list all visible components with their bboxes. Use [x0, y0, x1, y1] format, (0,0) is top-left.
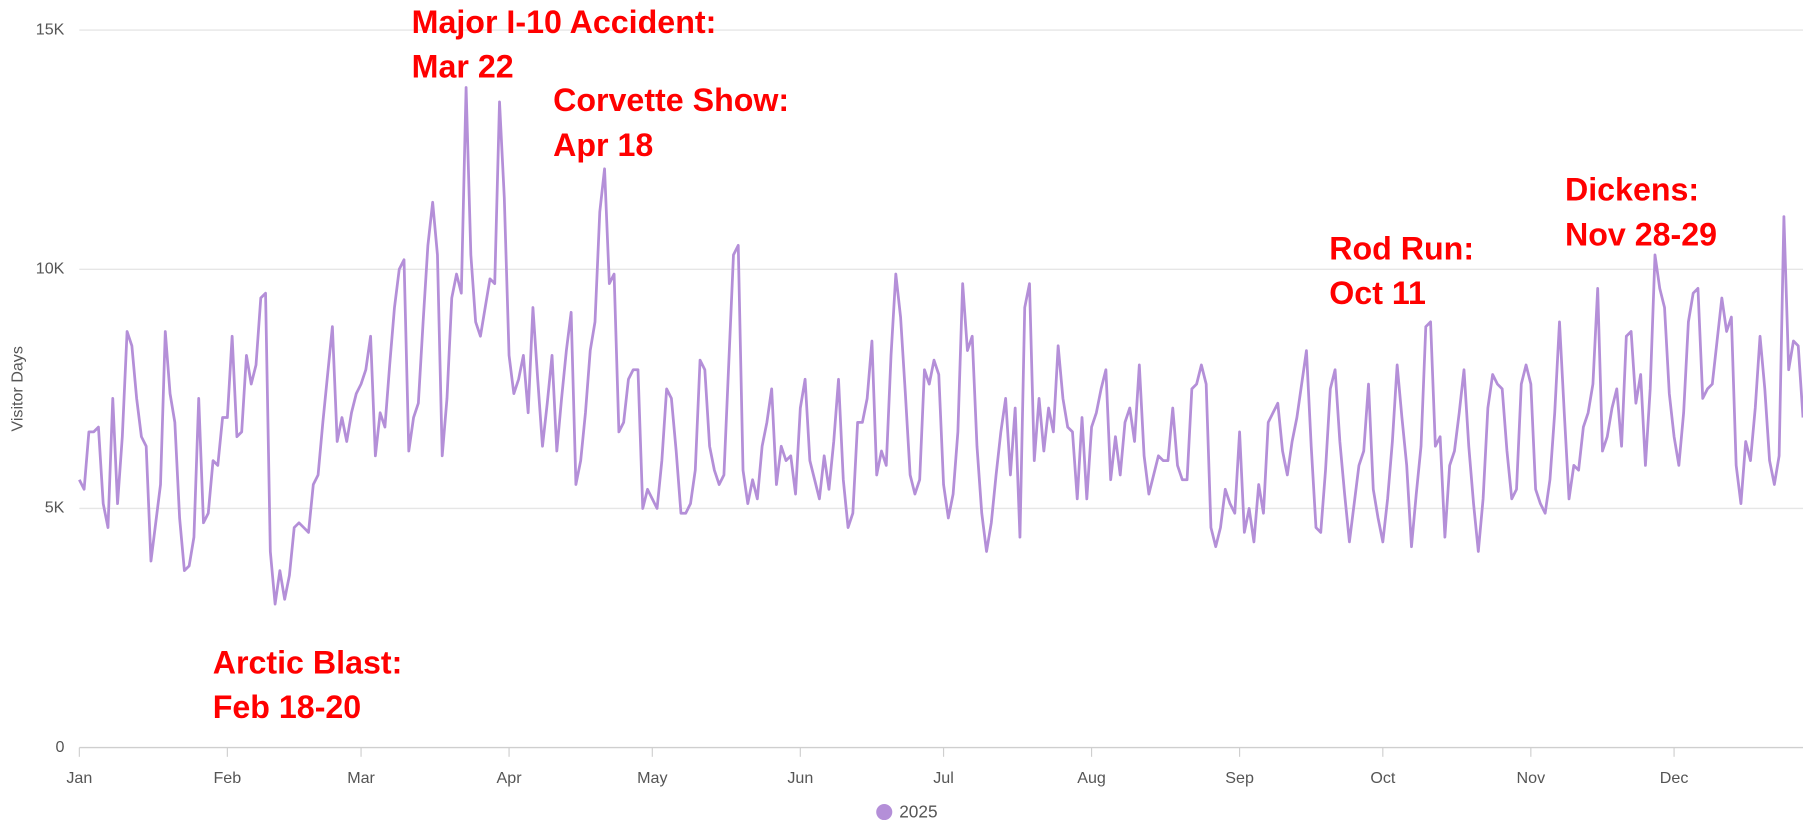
legend-marker [876, 803, 893, 821]
x-tick-label: Jun [787, 769, 813, 787]
annotation: Feb 18-20 [213, 689, 361, 725]
annotation: Arctic Blast: [213, 644, 403, 680]
x-tick-label: Sep [1225, 769, 1254, 787]
legend-label: 2025 [899, 802, 937, 822]
annotation: Nov 28-29 [1565, 217, 1717, 253]
annotation: Rod Run: [1329, 230, 1474, 266]
data-line [78, 86, 1803, 606]
x-tick-label: May [637, 769, 667, 787]
annotation: Corvette Show: [553, 82, 789, 118]
x-tick-label: Jul [933, 769, 954, 787]
annotation: Major I-10 Accident: [412, 4, 717, 40]
x-tick-label: Dec [1660, 769, 1689, 787]
y-tick-label: 0 [55, 738, 64, 756]
annotation: Mar 22 [412, 49, 514, 85]
y-axis-label: Visitor Days [9, 346, 27, 431]
x-tick-label: Oct [1370, 769, 1396, 787]
y-tick-label: 10K [36, 260, 65, 278]
annotation: Oct 11 [1329, 275, 1426, 311]
x-tick-label: Nov [1517, 769, 1546, 787]
y-tick-label: 5K [45, 499, 65, 517]
y-tick-label: 15K [36, 20, 65, 38]
x-tick-label: Feb [213, 769, 241, 787]
x-tick-label: Jan [66, 769, 92, 787]
annotation: Dickens: [1565, 172, 1699, 208]
x-tick-label: Apr [497, 769, 523, 787]
x-tick-label: Aug [1077, 769, 1106, 787]
x-tick-label: Mar [347, 769, 375, 787]
annotation: Apr 18 [553, 127, 653, 163]
